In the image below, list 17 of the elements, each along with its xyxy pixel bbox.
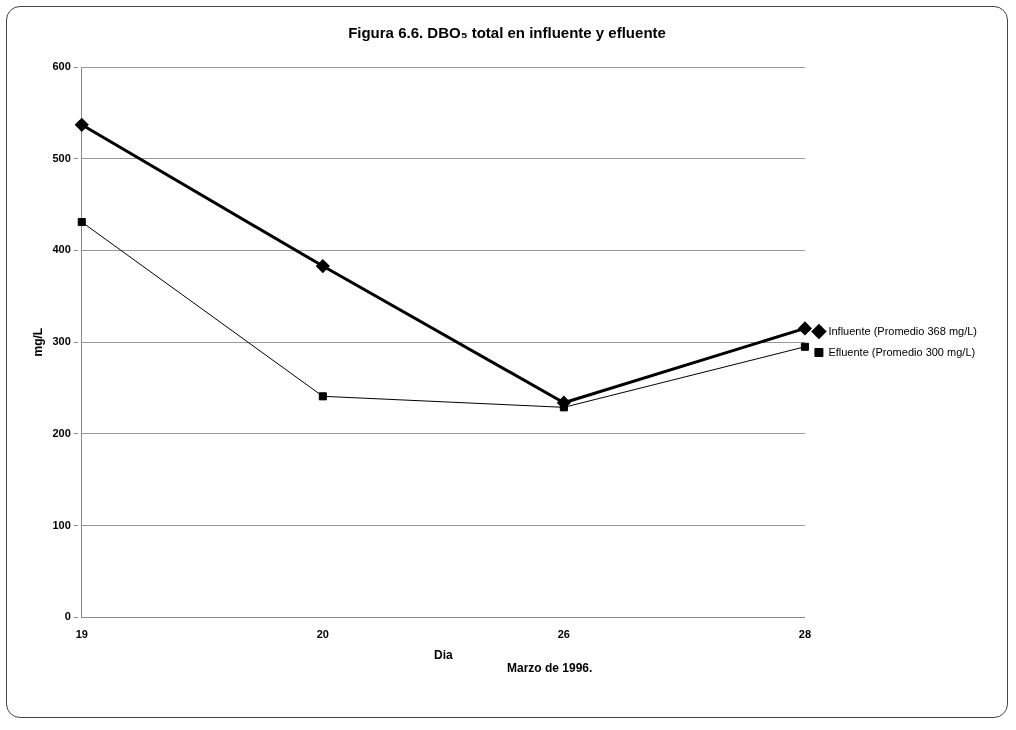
x-tick-label: 19 [75,628,88,641]
y-tick-label: 300 [52,335,71,348]
y-tick-label: 600 [52,60,71,73]
y-axis-title: mg/L [30,327,45,357]
x-axis-title: Dia [433,648,453,663]
text: Marzo de 1996. [507,661,593,675]
x-tick-label: 26 [557,628,570,641]
y-tick-label: 0 [64,610,71,623]
legend-label: Efluente (Promedio 300 mg/L) [828,345,976,358]
chart-title: Figura 6.6. DBO₅ total en influente y efluente [348,24,666,42]
y-tick-label: 500 [52,151,71,164]
legend-label: Influente (Promedio 368 mg/L) [828,324,978,337]
y-tick-label: 100 [52,518,71,531]
y-tick-label: 400 [52,243,71,256]
x-tick-label: 28 [798,628,812,641]
y-tick-label: 200 [52,426,71,439]
x-tick-label: 20 [316,628,329,641]
